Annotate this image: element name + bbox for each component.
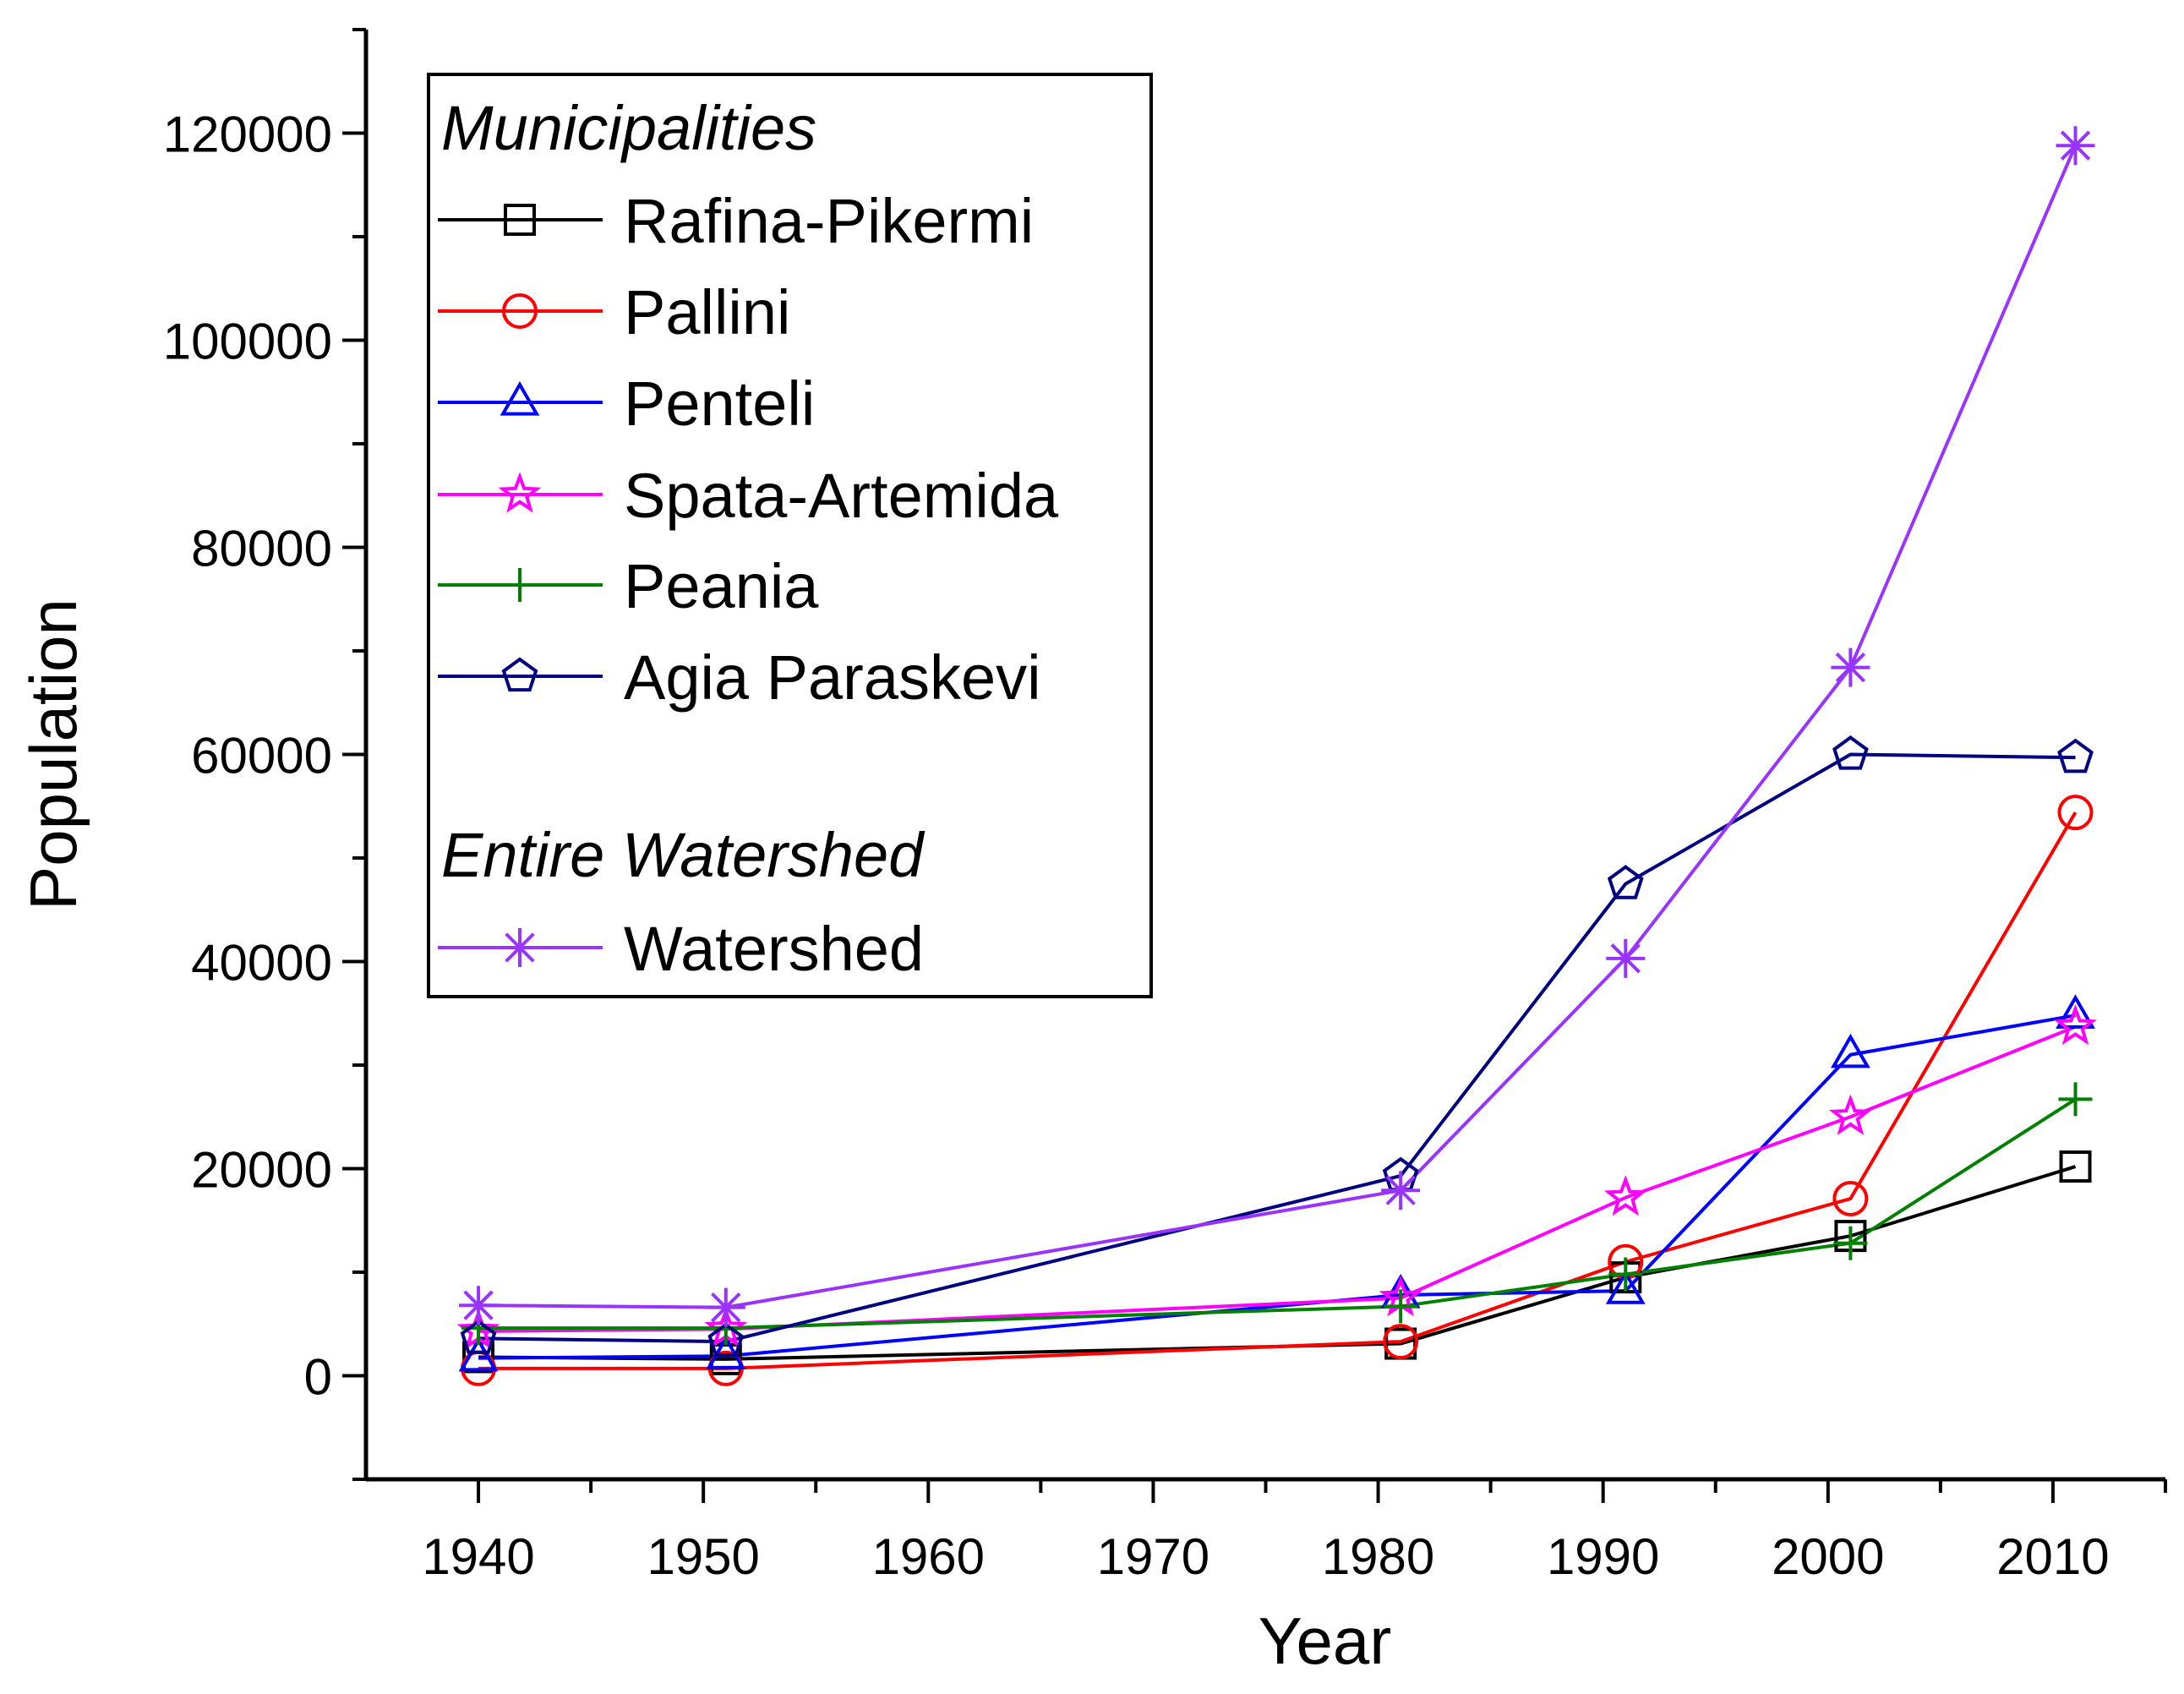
- series-line-penteli: [478, 1014, 2076, 1360]
- legend-heading-watershed: Entire Watershed: [441, 820, 925, 890]
- data-point-agia-paraskevi: [2057, 738, 2094, 773]
- data-point-agia-paraskevi: [1607, 865, 1644, 899]
- data-point-penteli: [2056, 994, 2095, 1029]
- data-point-penteli: [1831, 1033, 1870, 1068]
- data-point-spata-artemida: [1603, 1175, 1647, 1216]
- legend-marker-agia-paraskevi: [501, 657, 538, 692]
- data-point-penteli: [1605, 1270, 1646, 1304]
- data-point-watershed: [706, 1287, 745, 1327]
- legend-box: [427, 73, 1153, 998]
- series-line-pallini: [478, 811, 2078, 1370]
- data-point-peania: [2058, 1082, 2093, 1117]
- data-point-agia-paraskevi: [460, 1319, 497, 1354]
- legend-marker-spata-artemida: [498, 472, 542, 513]
- data-point-watershed: [459, 1286, 499, 1325]
- data-point-pallini: [1832, 1181, 1869, 1217]
- data-point-watershed: [1606, 938, 1646, 978]
- legend-label-watershed: Watershed: [624, 914, 924, 984]
- legend-marker-rafina-pikermi: [504, 204, 536, 236]
- data-point-peania: [1384, 1289, 1418, 1324]
- legend-label-spata-artemida: Spata-Artemida: [624, 461, 1059, 531]
- x-tick-label: 2000: [1772, 1528, 1884, 1585]
- data-point-watershed: [1831, 648, 1870, 687]
- y-tick-label: 80000: [191, 521, 332, 577]
- x-tick-label: 1950: [647, 1528, 759, 1585]
- legend: Municipalities Entire Watershed Rafina-Pik…: [427, 73, 1153, 998]
- legend-heading-municipalities: Municipalities: [441, 93, 816, 163]
- data-point-pallini: [1383, 1324, 1419, 1360]
- y-tick-label: 100000: [163, 314, 332, 370]
- legend-label-peania: Peania: [624, 551, 819, 621]
- y-tick-label: 120000: [163, 107, 332, 163]
- y-tick-label: 20000: [191, 1142, 332, 1199]
- data-point-penteli: [706, 1335, 746, 1369]
- legend-marker-watershed: [500, 928, 539, 967]
- y-tick-label: 0: [304, 1349, 332, 1406]
- data-point-peania: [1833, 1226, 1868, 1260]
- legend-label-penteli: Penteli: [624, 369, 815, 439]
- series-markers: [456, 126, 2097, 1386]
- x-tick-label: 1970: [1097, 1528, 1209, 1585]
- legend-marker-peania: [503, 568, 537, 602]
- y-tick-label: 40000: [191, 935, 332, 992]
- x-tick-label: 2010: [1996, 1528, 2109, 1585]
- legend-label-rafina-pikermi: Rafina-Pikermi: [624, 186, 1034, 256]
- data-point-spata-artemida: [2054, 1003, 2097, 1046]
- series-line-agia-paraskevi: [478, 752, 2076, 1344]
- legend-marker-penteli: [500, 380, 540, 416]
- data-point-spata-artemida: [1829, 1094, 1872, 1135]
- data-point-peania: [1608, 1257, 1643, 1292]
- x-tick-label: 1940: [422, 1528, 534, 1585]
- data-point-agia-paraskevi: [707, 1322, 745, 1358]
- data-point-watershed: [1381, 1171, 1421, 1210]
- x-tick-label: 1990: [1547, 1528, 1659, 1585]
- data-point-watershed: [2056, 126, 2095, 166]
- x-axis-title: Year: [1259, 1604, 1392, 1678]
- series-line-peania: [478, 1097, 2077, 1331]
- data-point-penteli: [458, 1336, 499, 1372]
- legend-label-agia-paraskevi: Agia Paraskevi: [624, 642, 1041, 713]
- y-tick-label: 60000: [191, 728, 332, 784]
- legend-label-pallini: Pallini: [624, 277, 790, 347]
- data-point-pallini: [2057, 795, 2094, 831]
- data-point-rafina-pikermi: [2059, 1150, 2092, 1183]
- y-axis-title: Population: [16, 598, 90, 910]
- legend-marker-pallini: [502, 293, 538, 329]
- x-tick-label: 1960: [872, 1528, 985, 1585]
- x-tick-label: 1980: [1322, 1528, 1434, 1585]
- series-lines: [478, 145, 2078, 1370]
- data-point-agia-paraskevi: [1832, 735, 1869, 770]
- axes: 1940 1950 1960 1970 1980 1990 2000 2010 0 20000 40…: [16, 28, 2167, 1678]
- series-line-watershed: [478, 145, 2078, 1309]
- series-line-rafina-pikermi: [478, 1165, 2077, 1361]
